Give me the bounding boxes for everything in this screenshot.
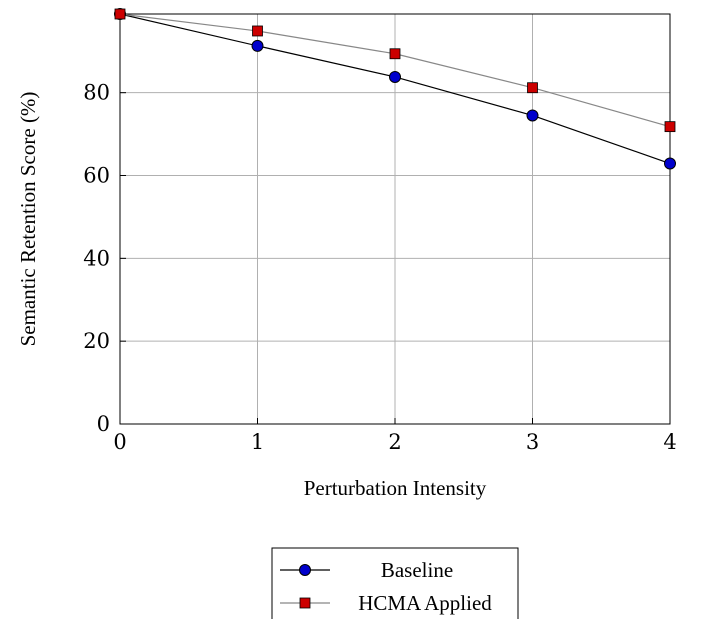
legend-baseline-marker (299, 564, 311, 576)
legend-box (271, 547, 519, 624)
y-tick-label: 20 (83, 329, 110, 353)
y-axis-label: Semantic Retention Score (%) (16, 92, 40, 347)
y-tick-label: 40 (83, 246, 110, 270)
data-point-hcma (114, 8, 126, 20)
x-tick-label: 0 (113, 430, 126, 454)
legend: Baseline HCMA Applied (271, 547, 519, 624)
legend-hcma-label: HCMA Applied (358, 591, 492, 615)
legend-hcma-marker (299, 597, 311, 609)
legend-baseline-label: Baseline (381, 558, 453, 582)
series-layer (114, 8, 676, 170)
data-point-baseline (251, 39, 264, 52)
x-tick-label: 1 (251, 430, 264, 454)
data-point-hcma (252, 25, 263, 37)
x-tick-label: 4 (663, 430, 676, 454)
data-point-hcma (389, 48, 401, 60)
data-point-hcma (527, 82, 538, 94)
plot-frame (119, 13, 671, 425)
y-tick-label: 60 (83, 164, 110, 188)
x-axis-label: Perturbation Intensity (304, 476, 487, 500)
data-point-baseline (664, 157, 676, 170)
y-tick-label: 80 (83, 81, 110, 105)
data-point-hcma (664, 121, 676, 133)
data-point-baseline (526, 109, 539, 122)
x-tick-label: 2 (388, 430, 401, 454)
x-tick-label: 3 (526, 430, 539, 454)
y-tick-label: 0 (97, 412, 110, 436)
data-point-baseline (389, 70, 401, 83)
